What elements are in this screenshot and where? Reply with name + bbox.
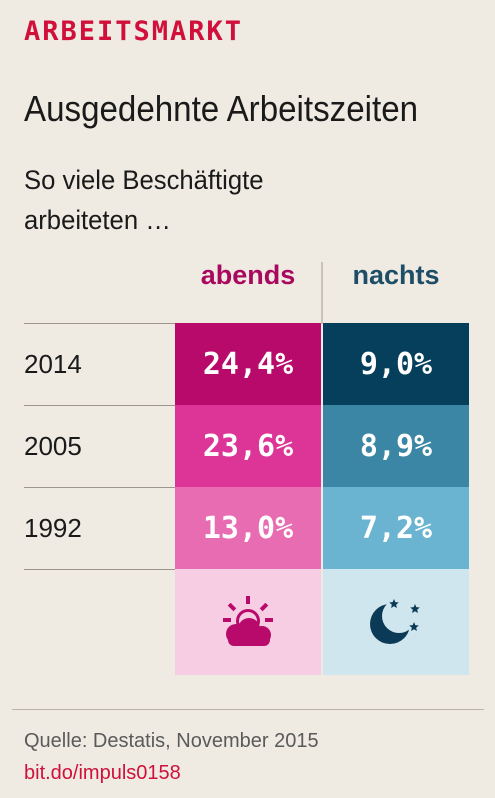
kicker: ARBEITSMARKT	[24, 16, 244, 47]
moon-stars-icon	[370, 599, 420, 644]
value-cell-abends: 13,0%	[175, 487, 321, 569]
column-divider	[321, 262, 323, 324]
chart-subtitle: So viele Beschäftigte arbeiteten …	[24, 165, 264, 235]
row-divider	[24, 487, 175, 488]
row-label-year: 2005	[24, 431, 82, 461]
value-cell-nachts: 9,0%	[323, 323, 469, 405]
value-cell-abends: 23,6%	[175, 405, 321, 487]
value-cell-abends: 24,4%	[175, 323, 321, 405]
footer-divider	[12, 709, 484, 710]
column-header-nachts: nachts	[352, 260, 440, 290]
value-cell-nachts: 7,2%	[323, 487, 469, 569]
row-label-year: 2014	[24, 349, 82, 379]
row-label-year: 1992	[24, 513, 82, 543]
column-header-abends: abends	[200, 260, 296, 290]
source-note: Quelle: Destatis, November 2015	[24, 730, 319, 752]
source-link[interactable]: bit.do/impuls0158	[24, 762, 181, 784]
row-divider	[24, 323, 175, 324]
icon-cell-abends	[175, 569, 321, 675]
value-cell-nachts: 8,9%	[323, 405, 469, 487]
chart-title: Ausgedehnte Arbeitszeiten	[24, 88, 419, 129]
row-divider	[24, 405, 175, 406]
sun-behind-cloud-icon	[223, 596, 273, 646]
row-divider	[24, 569, 175, 570]
icon-cell-nachts	[323, 569, 469, 675]
